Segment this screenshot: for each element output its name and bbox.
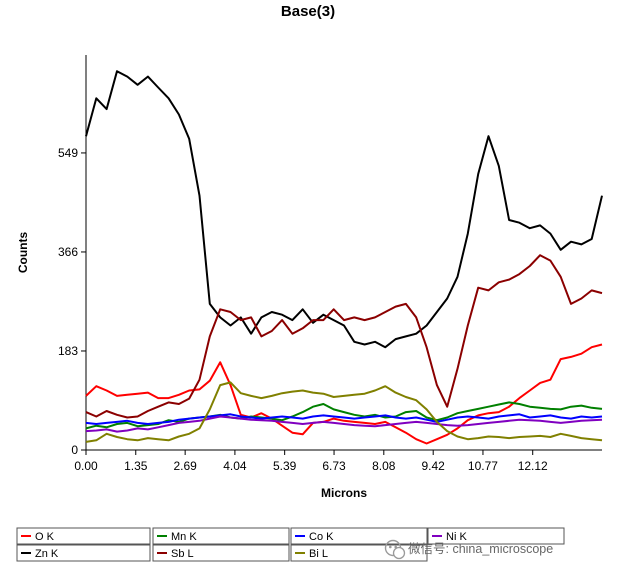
x-axis-title: Microns [321, 486, 367, 500]
wechat-logo-icon [384, 539, 406, 560]
series-line-bi-l [85, 381, 603, 443]
legend-label: Mn K [171, 531, 197, 543]
x-tick-label: 9.42 [422, 459, 446, 473]
legend-item-zn-k: Zn K [16, 544, 151, 562]
legend-label: Ni K [446, 531, 467, 543]
legend-box [290, 544, 428, 562]
legend-label: Bi L [309, 548, 328, 560]
y-axis-title: Counts [16, 232, 30, 274]
legend-box [16, 544, 151, 562]
series-line-o-k [85, 343, 603, 445]
legend-item-co-k: Co K [290, 527, 428, 545]
legend-box [16, 527, 151, 545]
x-tick-label: 10.77 [468, 459, 498, 473]
legend-item-o-k: O K [16, 527, 151, 545]
legend-box [152, 544, 290, 562]
chart-title: Base(3) [281, 3, 335, 20]
legend-item-ni-k: Ni K [427, 527, 565, 545]
y-tick-label: 183 [58, 344, 78, 358]
legend-box [427, 527, 565, 545]
y-tick-label: 0 [71, 443, 78, 457]
legend-label: Co K [309, 531, 334, 543]
y-tick-label: 366 [58, 245, 78, 259]
legend-item-mn-k: Mn K [152, 527, 290, 545]
x-tick-label: 0.00 [74, 459, 98, 473]
series-line-co-k [85, 413, 603, 425]
legend-label: Sb L [171, 548, 194, 560]
x-tick-label: 2.69 [173, 459, 197, 473]
x-tick-label: 8.08 [372, 459, 396, 473]
legend-item-sb-l: Sb L [152, 544, 290, 562]
x-tick-label: 1.35 [124, 459, 148, 473]
watermark-text: 微信号: china_microscope [408, 542, 553, 556]
legend-label: Zn K [35, 548, 59, 560]
watermark: 微信号: china_microscope [384, 539, 553, 560]
legend-box [152, 527, 290, 545]
x-tick-label: 5.39 [273, 459, 297, 473]
series-line-sb-l [85, 254, 603, 419]
series-line-ni-k [85, 415, 603, 433]
x-tick-label: 4.04 [223, 459, 247, 473]
x-tick-label: 12.12 [518, 459, 548, 473]
y-tick-label: 549 [58, 146, 78, 160]
series-line-zn-k [85, 70, 603, 349]
x-tick-label: 6.73 [322, 459, 346, 473]
legend: O K Mn K Co K Ni K Zn K Sb L Bi L [16, 527, 565, 562]
legend-item-bi-l: Bi L [290, 544, 428, 562]
legend-label: O K [35, 531, 55, 543]
plot-area: 0 183 366 549 0.00 1.35 2.69 4.04 5.39 6.73 8.08 9.… [58, 55, 603, 473]
